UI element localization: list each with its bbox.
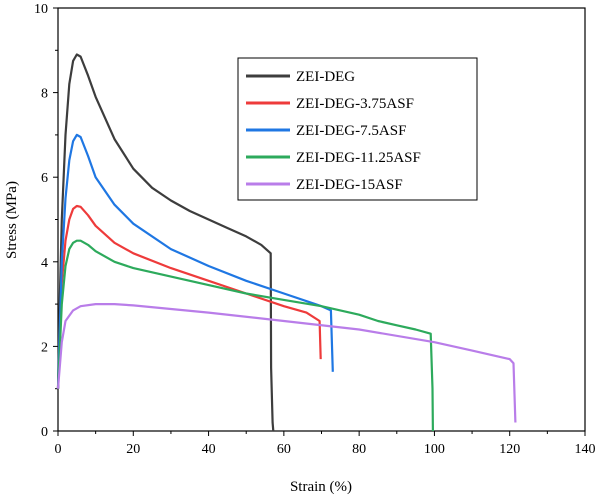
series-line-3 — [56, 133, 334, 389]
legend-label: ZEI-DEG-11.25ASF — [296, 150, 421, 166]
x-axis-label: Strain (%) — [290, 479, 352, 495]
x-tick-label: 140 — [575, 442, 596, 457]
x-axis: 0 20 40 60 80 100 120 140 — [55, 431, 596, 457]
y-tick-label: 0 — [41, 425, 48, 440]
x-tick-label: 40 — [202, 442, 216, 457]
x-tick-label: 0 — [55, 442, 62, 457]
series-line-2 — [56, 204, 322, 389]
y-tick-label: 2 — [41, 340, 48, 355]
y-tick-label: 8 — [41, 87, 48, 102]
y-tick-label: 10 — [34, 2, 48, 17]
legend-label: ZEI-DEG-3.75ASF — [296, 96, 414, 112]
x-tick-label: 100 — [424, 442, 445, 457]
series-line-1 — [56, 53, 275, 432]
y-axis: 0 2 4 6 8 10 — [34, 2, 58, 440]
y-tick-label: 6 — [41, 171, 48, 186]
x-tick-label: 60 — [277, 442, 291, 457]
y-tick-label: 4 — [41, 256, 48, 271]
x-tick-label: 80 — [352, 442, 366, 457]
y-axis-label: Stress (MPa) — [4, 181, 20, 259]
legend: ZEI-DEG ZEI-DEG-3.75ASF ZEI-DEG-7.5ASF ZEI-… — [237, 57, 478, 201]
legend-label: ZEI-DEG — [296, 69, 355, 85]
x-tick-label: 20 — [126, 442, 140, 457]
legend-label: ZEI-DEG-7.5ASF — [296, 123, 406, 139]
x-tick-label: 120 — [499, 442, 520, 457]
series-lines — [56, 53, 517, 432]
legend-label: ZEI-DEG-15ASF — [296, 177, 403, 193]
series-line-5 — [56, 303, 517, 423]
series-line-4 — [56, 239, 434, 432]
